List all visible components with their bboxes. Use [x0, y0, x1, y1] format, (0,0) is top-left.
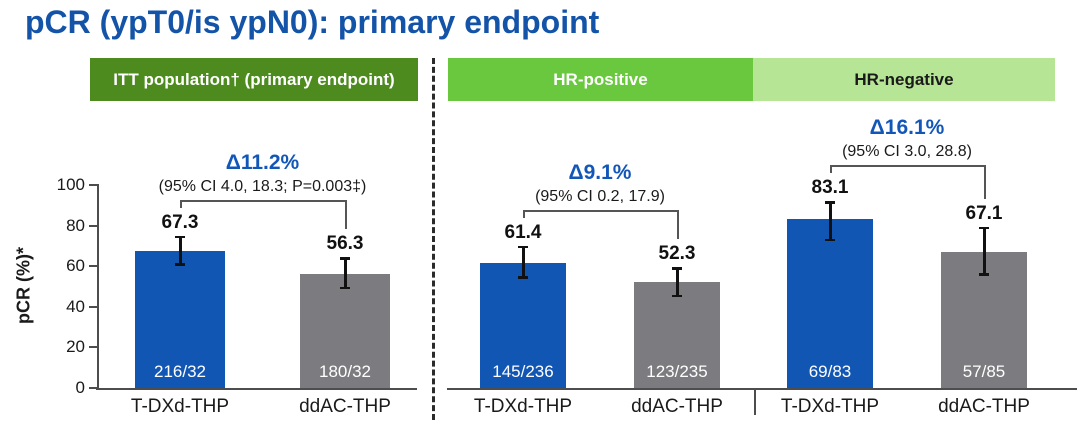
error-bar-cap-bottom-itt-population-t-dxd-thp — [175, 263, 185, 266]
y-tick-label-20: 20 — [66, 337, 85, 357]
error-bar-cap-bottom-hr-positive-t-dxd-thp — [518, 276, 528, 279]
error-bar-cap-top-itt-population-t-dxd-thp — [175, 235, 185, 239]
error-bar-cap-top-hr-negative-t-dxd-thp — [825, 201, 835, 204]
ci-label-itt-population: (95% CI 4.0, 18.3; P=0.003‡) — [158, 177, 367, 195]
error-bar-hr-positive-t-dxd-thp — [521, 246, 525, 278]
header-band-hr-positive: HR-positive — [448, 58, 753, 101]
error-bar-hr-negative-t-dxd-thp — [828, 202, 832, 240]
ci-bracket-left-leg-hr-negative — [830, 165, 832, 174]
y-axis-title: pCR (%)* — [13, 246, 34, 324]
x-axis-line-2 — [447, 388, 1077, 390]
y-tick-label-100: 100 — [56, 175, 85, 194]
x-label-hr-negative-t-dxd-thp: T-DXd-THP — [780, 396, 880, 417]
ci-label-hr-negative: (95% CI 3.0, 28.8) — [842, 143, 972, 161]
count-label-itt-population-ddac-thp: 180/32 — [319, 362, 371, 381]
error-bar-cap-top-hr-positive-t-dxd-thp — [518, 245, 528, 249]
error-bar-hr-positive-ddac-thp — [675, 268, 679, 296]
x-label-itt-population-ddac-thp: ddAC-THP — [299, 396, 391, 417]
error-bar-cap-bottom-hr-negative-t-dxd-thp — [825, 238, 835, 242]
ci-bracket-right-leg-hr-positive — [677, 209, 679, 240]
count-label-itt-population-t-dxd-thp: 216/32 — [154, 362, 206, 381]
y-tick-20 — [89, 346, 97, 349]
header-band-itt-population-primary-endpoint: ITT population† (primary endpoint) — [90, 58, 418, 101]
ci-label-hr-positive: (95% CI 0.2, 17.9) — [535, 187, 665, 205]
y-tick-60 — [89, 265, 97, 268]
error-bar-cap-bottom-hr-negative-ddac-thp — [979, 273, 989, 276]
ci-bracket-top-hr-positive — [523, 209, 677, 212]
bar-itt-population-ddac-thp — [300, 273, 390, 388]
group-divider-hr — [754, 388, 756, 415]
value-label-hr-positive-ddac-thp: 52.3 — [658, 243, 696, 265]
x-label-hr-negative-ddac-thp: ddAC-THP — [938, 396, 1030, 417]
x-label-hr-positive-t-dxd-thp: T-DXd-THP — [473, 396, 573, 417]
y-tick-label-60: 60 — [66, 256, 85, 276]
ci-bracket-left-leg-hr-positive — [523, 209, 525, 218]
delta-label-hr-negative: Δ16.1% — [869, 116, 945, 140]
value-label-hr-negative-t-dxd-thp: 83.1 — [811, 177, 849, 199]
delta-label-hr-positive: Δ9.1% — [568, 160, 632, 184]
count-label-hr-positive-t-dxd-thp: 145/236 — [492, 362, 554, 381]
value-label-itt-population-t-dxd-thp: 67.3 — [161, 211, 199, 233]
bar-hr-positive-t-dxd-thp — [480, 263, 566, 388]
error-bar-itt-population-t-dxd-thp — [178, 236, 182, 265]
ci-bracket-top-hr-negative — [830, 165, 984, 168]
x-axis-line-1 — [96, 388, 417, 390]
value-label-hr-negative-ddac-thp: 67.1 — [965, 202, 1003, 224]
bar-hr-negative-t-dxd-thp — [787, 219, 873, 388]
value-label-itt-population-ddac-thp: 56.3 — [326, 233, 364, 255]
y-tick-label-40: 40 — [66, 296, 85, 316]
x-label-hr-positive-ddac-thp: ddAC-THP — [631, 396, 723, 417]
y-tick-40 — [89, 305, 97, 308]
header-band-hr-negative: HR-negative — [753, 58, 1055, 101]
error-bar-cap-top-itt-population-ddac-thp — [340, 257, 350, 260]
y-axis-line — [97, 184, 99, 390]
error-bar-cap-top-hr-negative-ddac-thp — [979, 226, 989, 230]
count-label-hr-negative-t-dxd-thp: 69/83 — [808, 362, 852, 381]
y-tick-80 — [89, 224, 97, 227]
bar-itt-population-t-dxd-thp — [135, 251, 225, 388]
ci-bracket-left-leg-itt-population — [180, 199, 182, 208]
ci-bracket-top-itt-population — [180, 199, 345, 202]
ci-bracket-right-leg-itt-population — [345, 199, 347, 230]
error-bar-hr-negative-ddac-thp — [982, 227, 986, 275]
count-label-hr-positive-ddac-thp: 123/235 — [646, 362, 708, 381]
error-bar-cap-bottom-hr-positive-ddac-thp — [672, 294, 682, 298]
y-tick-0 — [89, 387, 97, 389]
delta-label-itt-population: Δ11.2% — [225, 150, 300, 174]
panel-divider-dashed — [432, 58, 435, 420]
error-bar-itt-population-ddac-thp — [343, 258, 347, 288]
error-bar-cap-top-hr-positive-ddac-thp — [672, 267, 682, 270]
y-tick-label-80: 80 — [66, 215, 85, 235]
y-tick-100 — [89, 184, 97, 186]
x-label-itt-population-t-dxd-thp: T-DXd-THP — [130, 396, 230, 417]
bar-hr-positive-ddac-thp — [634, 281, 720, 388]
value-label-hr-positive-t-dxd-thp: 61.4 — [504, 221, 542, 243]
page-title: pCR (ypT0/is ypN0): primary endpoint — [25, 4, 600, 40]
y-tick-label-0: 0 — [75, 378, 85, 397]
error-bar-cap-bottom-itt-population-ddac-thp — [340, 286, 350, 289]
ci-bracket-right-leg-hr-negative — [984, 165, 986, 199]
count-label-hr-negative-ddac-thp: 57/85 — [962, 362, 1006, 381]
